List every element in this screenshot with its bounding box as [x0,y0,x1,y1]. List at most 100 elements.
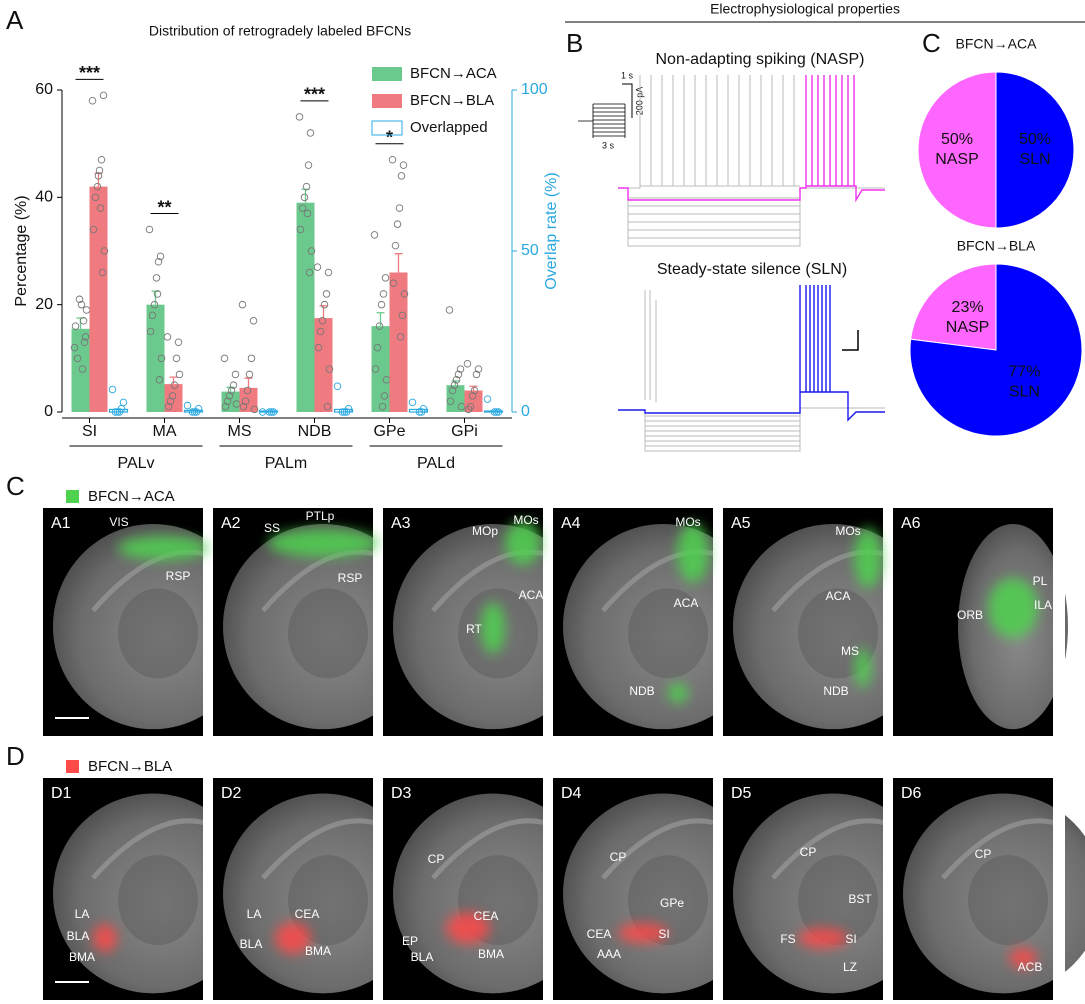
trace-title: Non-adapting spiking (NASP) [656,51,865,68]
pie-slice [910,263,997,351]
data-point [298,204,307,212]
region-label: FS [780,932,795,946]
region-label: MOs [513,513,538,527]
region-label: LA [247,907,262,921]
trace [618,407,885,427]
data-point [322,290,331,298]
data-point [265,408,274,416]
slice-id: D3 [391,785,412,802]
data-point [155,376,164,384]
significance-label: *** [79,63,100,83]
region-label: MOp [472,524,498,538]
data-point [229,381,238,389]
region-label: BMA [305,944,331,958]
label-glow [118,536,208,560]
data-point [163,333,172,341]
label-glow [268,529,378,557]
data-point [483,395,492,403]
data-point [379,290,388,298]
data-point [111,408,120,416]
data-point [183,401,192,410]
pie-category-label: NASP [946,319,990,336]
data-point [220,354,229,363]
label-glow [618,923,668,943]
data-point [172,354,181,363]
pie-category-label: SLN [1009,383,1040,400]
data-point [95,166,104,175]
error-bar [151,290,160,305]
legend-swatch [372,67,402,81]
pie-category-label: NASP [935,151,979,168]
x-tick-label: MA [153,423,177,440]
data-point [70,343,79,352]
region-label: CEA [587,927,612,941]
brain-slice: D4 CP GPe CEA SI AAA [553,778,763,1000]
brain-slice: A5 MOs ACA MS NDB [723,508,933,736]
data-point [164,402,173,411]
section-title: Electrophysiological properties [710,1,900,17]
trace [618,187,885,215]
region-label: MOs [835,524,860,538]
slice-frame-cut [543,508,555,736]
data-point [316,327,325,336]
region-label: BLA [67,929,90,943]
brain-structure [628,855,708,946]
pie-slice [917,71,997,229]
region-label: CEA [474,909,499,923]
y2-tick-label: 50 [521,242,539,259]
data-point [153,290,162,298]
pie-value-label: 77% [1008,363,1040,380]
legend-label: BFCN→ACA [410,65,497,82]
slice-frame-cut [883,508,895,736]
region-label: CP [800,845,817,859]
data-point [318,317,327,325]
data-point [373,343,382,352]
label-glow [855,648,871,688]
brain-contour [91,818,204,880]
data-point [71,322,80,330]
data-point [174,338,183,346]
legend-label: BFCN→BLA [410,92,494,109]
data-point [417,408,426,416]
data-point [94,172,103,180]
slice-frame-cut [203,778,215,1000]
bar [389,272,408,412]
data-point [269,408,278,416]
data-point [145,225,154,234]
panel-label: D [6,741,25,771]
data-point [89,225,98,234]
region-label: LZ [843,960,857,974]
group-label: PALv [117,455,154,472]
pie-slice [995,71,1075,229]
data-point [452,376,461,384]
significance-label: ** [157,197,171,217]
data-point [400,290,409,298]
region-label: RT [466,622,482,636]
data-point [225,392,234,400]
y-axis-label: Percentage (%) [13,195,30,306]
group-label: PALd [417,455,455,472]
data-point [375,322,384,330]
significance-label: * [386,128,393,148]
protocol-label: 200 pA [634,87,644,116]
slice-frame-cut [713,508,725,736]
y-tick-label: 20 [35,296,53,313]
data-point [93,182,102,191]
data-point [99,91,108,100]
trace [618,187,885,199]
pie-slice [909,263,1083,437]
region-label: SI [845,932,856,946]
region-label: CP [610,850,627,864]
brain-slice: D5 CP BST FS SI LZ [723,778,933,1000]
trace [618,75,885,203]
label-glow [446,912,490,944]
trace [618,187,885,223]
data-point [474,365,483,373]
bar [371,326,390,412]
region-label: AAA [597,947,621,961]
x-tick-label: NDB [298,423,332,440]
x-tick-label: MS [228,423,252,440]
data-point [342,408,351,416]
region-label: NDB [823,684,848,698]
data-point [305,268,314,277]
